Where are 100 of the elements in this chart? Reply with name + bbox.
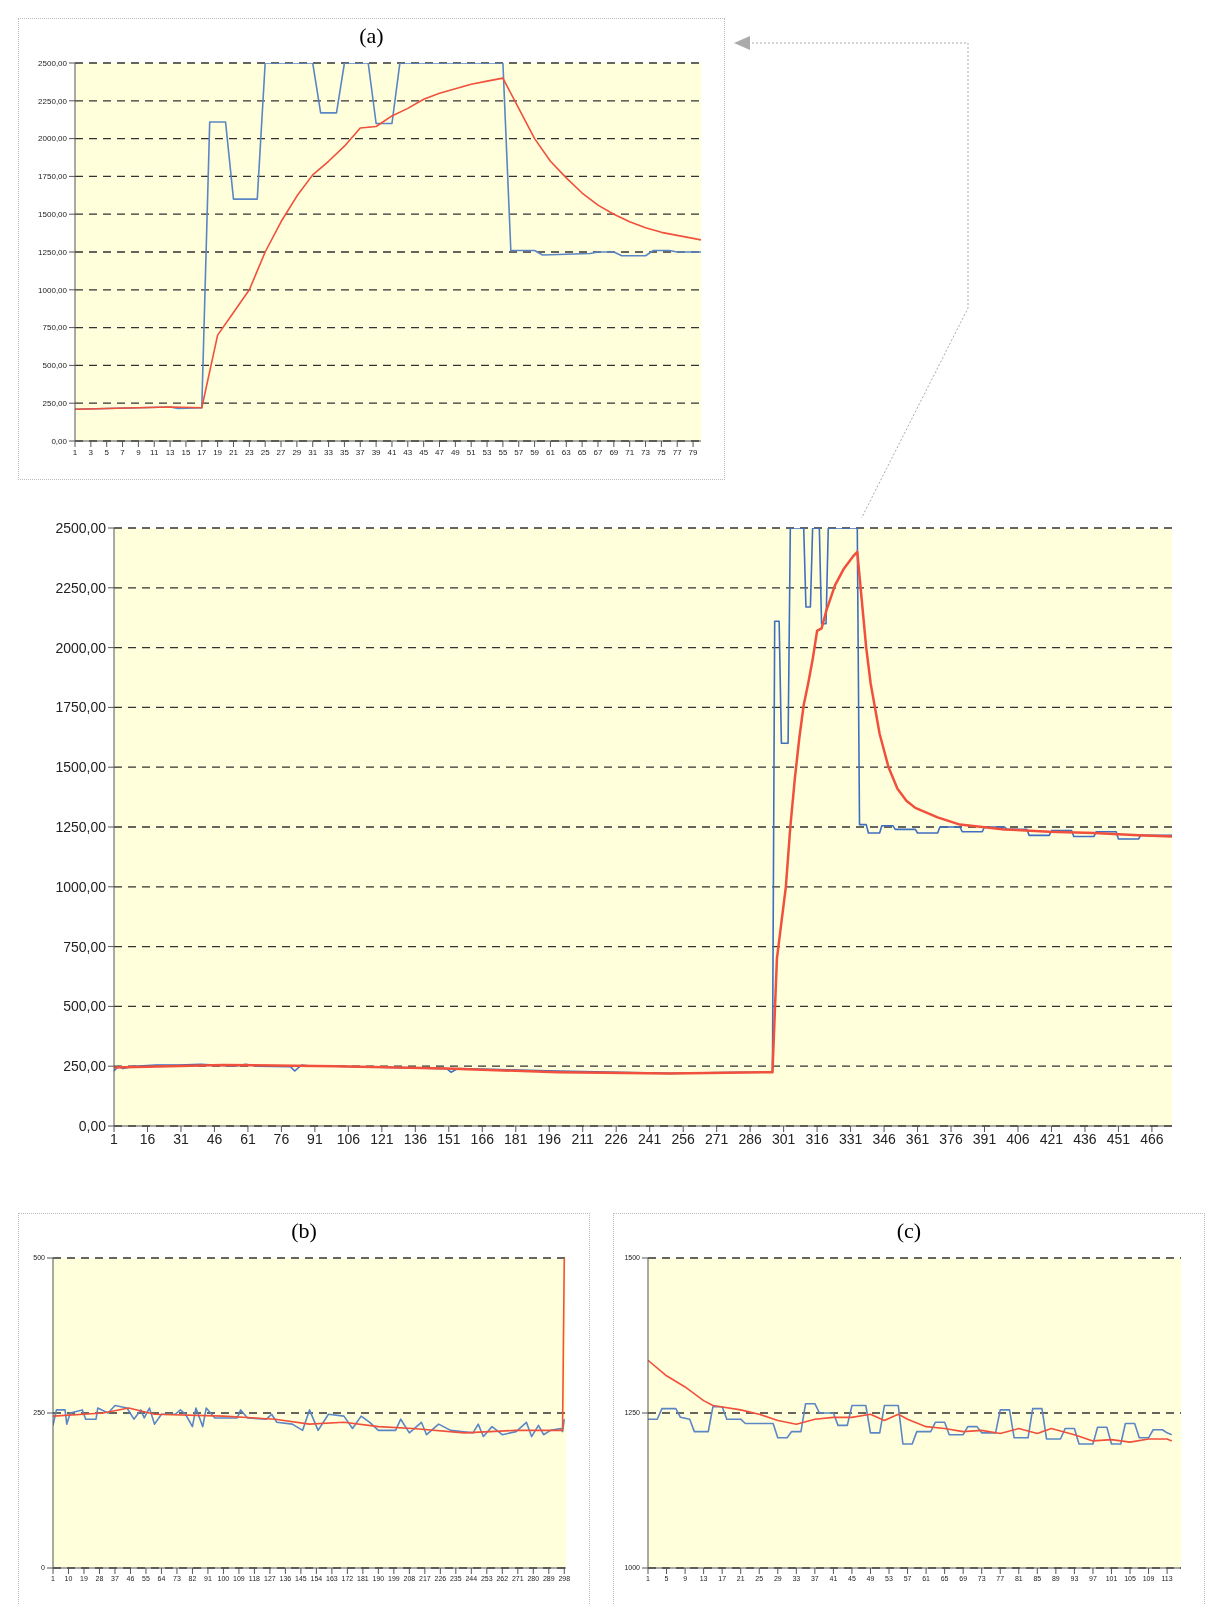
- y-tick-label: 1250,00: [38, 247, 68, 257]
- x-tick-label: 13: [165, 447, 176, 457]
- x-tick-label: 106: [336, 1130, 361, 1147]
- y-tick-label: 1500,00: [38, 210, 68, 220]
- x-tick-label: 21: [229, 447, 239, 457]
- x-tick-label: 57: [514, 447, 524, 457]
- x-tick-label: 29: [292, 447, 302, 457]
- y-tick-label: 1000,00: [55, 878, 107, 895]
- x-tick-label: 211: [571, 1130, 595, 1147]
- x-tick-label: 51: [466, 447, 477, 457]
- x-tick-label: 37: [355, 447, 366, 457]
- y-tick-label: 250,00: [63, 1058, 107, 1075]
- y-tick-label: 0,00: [78, 1117, 107, 1134]
- x-tick-label: 61: [545, 447, 556, 457]
- x-tick-label: 136: [403, 1130, 428, 1147]
- y-tick-label: 0,00: [51, 436, 68, 446]
- x-tick-label: 391: [972, 1130, 997, 1147]
- x-tick-label: 196: [537, 1130, 562, 1147]
- x-tick-label: 9: [136, 447, 142, 457]
- x-tick-label: 256: [671, 1130, 696, 1147]
- x-tick-label: 19: [213, 447, 223, 457]
- x-tick-label: 16: [139, 1130, 156, 1147]
- chart-title: (b): [290, 1217, 318, 1245]
- y-tick-label: 2250,00: [38, 96, 68, 106]
- x-tick-label: 17: [197, 447, 207, 457]
- x-tick-label: 121: [370, 1130, 394, 1147]
- y-tick-label: 500,00: [42, 361, 68, 371]
- y-tick-label: 250,00: [42, 399, 68, 409]
- x-tick-label: 286: [738, 1130, 763, 1147]
- x-tick-label: 59: [530, 447, 540, 457]
- x-tick-label: 301: [771, 1130, 796, 1147]
- x-tick-label: 33: [324, 447, 334, 457]
- y-tick-label: 2500,00: [55, 519, 107, 536]
- x-tick-label: 1: [110, 1130, 119, 1147]
- x-tick-label: 76: [273, 1130, 290, 1147]
- y-tick-label: 1750,00: [55, 699, 107, 716]
- x-tick-label: 31: [173, 1130, 189, 1147]
- x-tick-label: 421: [1039, 1130, 1064, 1147]
- x-tick-label: 23: [244, 447, 255, 457]
- line-series: [53, 1258, 566, 1434]
- x-tick-label: 69: [609, 447, 619, 457]
- x-tick-label: 75: [656, 447, 667, 457]
- x-tick-label: 346: [872, 1130, 896, 1147]
- y-tick-label: 1750,00: [38, 172, 68, 182]
- y-tick-label: 750,00: [63, 938, 107, 955]
- x-tick-label: 25: [260, 447, 271, 457]
- line-series: [648, 1359, 1173, 1443]
- x-tick-label: 11: [150, 447, 159, 457]
- x-tick-label: 466: [1140, 1130, 1164, 1147]
- y-tick-label: 1500,00: [55, 759, 107, 776]
- x-tick-label: 3: [88, 447, 94, 457]
- y-tick-label: 2000,00: [55, 639, 107, 656]
- x-tick-label: 41: [387, 447, 397, 457]
- x-tick-label: 451: [1106, 1130, 1131, 1147]
- x-tick-label: 436: [1073, 1130, 1097, 1147]
- x-tick-label: 166: [470, 1130, 495, 1147]
- y-tick-label: 750,00: [42, 323, 68, 333]
- x-tick-label: 31: [308, 447, 318, 457]
- x-tick-label: 241: [638, 1130, 662, 1147]
- x-tick-label: 55: [498, 447, 508, 457]
- x-tick-label: 361: [905, 1130, 930, 1147]
- x-tick-label: 35: [339, 447, 350, 457]
- x-tick-label: 406: [1006, 1130, 1030, 1147]
- y-tick-label: 2250,00: [55, 579, 107, 596]
- x-tick-label: 77: [672, 447, 683, 457]
- x-tick-label: 5: [104, 447, 110, 457]
- y-tick-label: 1000,00: [38, 285, 68, 295]
- chart-title: (c): [895, 1217, 923, 1245]
- y-tick-label: 1250,00: [55, 818, 107, 835]
- x-tick-label: 91: [307, 1130, 323, 1147]
- x-tick-label: 27: [276, 447, 287, 457]
- x-tick-label: 61: [240, 1130, 256, 1147]
- x-tick-label: 271: [704, 1130, 729, 1147]
- x-tick-label: 331: [838, 1130, 863, 1147]
- x-tick-label: 79: [688, 447, 699, 457]
- x-tick-label: 43: [403, 447, 413, 457]
- y-tick-label: 2000,00: [38, 134, 68, 144]
- x-tick-label: 45: [419, 447, 429, 457]
- x-tick-label: 226: [604, 1130, 629, 1147]
- chart-title: (a): [358, 22, 385, 50]
- x-tick-label: 63: [561, 447, 572, 457]
- x-tick-label: 67: [593, 447, 603, 457]
- y-tick-label: 2500,00: [38, 58, 68, 68]
- x-tick-label: 53: [482, 447, 493, 457]
- line-series: [648, 1402, 1173, 1445]
- x-tick-label: 151: [437, 1130, 461, 1147]
- x-tick-label: 1: [72, 447, 78, 457]
- x-tick-label: 46: [206, 1130, 223, 1147]
- x-tick-label: 316: [805, 1130, 829, 1147]
- x-tick-label: 15: [181, 447, 191, 457]
- x-tick-label: 73: [641, 447, 651, 457]
- x-tick-label: 49: [450, 447, 461, 457]
- line-series: [53, 1404, 566, 1438]
- x-tick-label: 47: [435, 447, 445, 457]
- x-tick-label: 181: [504, 1130, 528, 1147]
- x-tick-label: 376: [939, 1130, 963, 1147]
- x-tick-label: 7: [120, 447, 126, 457]
- x-tick-label: 71: [625, 447, 635, 457]
- y-tick-label: 500,00: [63, 998, 107, 1015]
- x-tick-label: 39: [371, 447, 382, 457]
